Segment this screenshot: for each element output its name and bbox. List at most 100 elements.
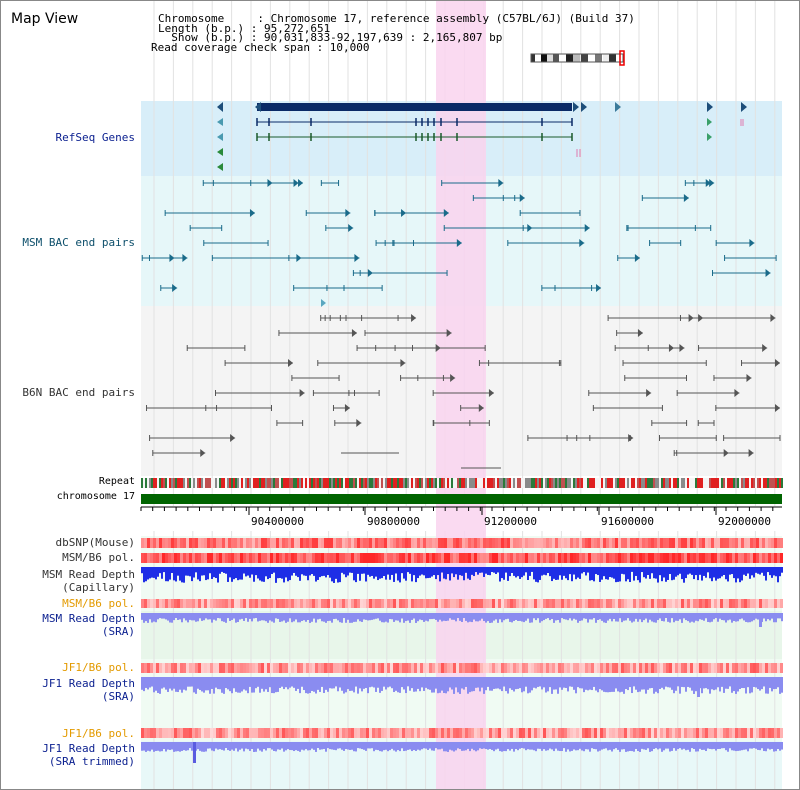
heat-cell	[306, 553, 309, 563]
heat-cell	[780, 553, 783, 563]
depth-bar	[457, 742, 459, 749]
heat-cell	[414, 728, 417, 738]
repeat-segment	[271, 478, 273, 488]
heat-cell	[747, 663, 750, 673]
heat-cell	[366, 538, 369, 548]
depth-bar	[391, 742, 393, 749]
ideogram-band	[595, 54, 602, 62]
heat-cell	[258, 599, 261, 608]
heat-cell	[441, 553, 444, 563]
repeat-segment	[163, 478, 165, 488]
depth-bar	[377, 613, 379, 619]
depth-bar	[581, 677, 583, 689]
heat-cell	[486, 538, 489, 548]
depth-bar	[523, 567, 525, 576]
depth-bar	[217, 742, 219, 750]
jf1-depth-sra-label-1[interactable]: JF1 Read Depth	[42, 677, 135, 690]
msm-b6-pol-sra-label[interactable]: MSM/B6 pol.	[62, 597, 135, 610]
repeat-segment	[693, 478, 695, 488]
heat-cell	[198, 728, 201, 738]
selected-region-highlight	[436, 1, 486, 789]
repeat-segment	[411, 478, 413, 488]
depth-bar	[199, 677, 201, 690]
depth-bar	[763, 677, 765, 687]
depth-bar	[725, 613, 727, 623]
depth-bar	[781, 613, 783, 622]
heat-cell	[600, 728, 603, 738]
depth-bar	[727, 567, 729, 582]
depth-bar	[541, 567, 543, 576]
heat-cell	[726, 663, 729, 673]
depth-bar	[631, 677, 633, 694]
heat-cell	[528, 538, 531, 548]
repeat-segment	[231, 478, 233, 488]
depth-bar	[649, 742, 651, 752]
heat-cell	[465, 728, 468, 738]
msm-depth-capillary-label-1[interactable]: MSM Read Depth	[42, 568, 135, 581]
axis-tick-label: 90800000	[367, 515, 420, 528]
repeat-segment	[691, 478, 693, 488]
heat-cell	[603, 599, 606, 608]
depth-bar	[607, 613, 609, 621]
heat-cell	[657, 663, 660, 673]
heat-cell	[249, 728, 252, 738]
depth-bar	[591, 567, 593, 581]
repeat-segment	[677, 478, 679, 488]
heat-cell	[216, 553, 219, 563]
repeat-segment	[313, 478, 315, 488]
jf1-b6-pol-trim-label[interactable]: JF1/B6 pol.	[62, 727, 135, 740]
heat-cell	[333, 728, 336, 738]
heat-cell	[297, 538, 300, 548]
heat-cell	[546, 599, 549, 608]
repeat-segment	[197, 478, 199, 488]
heat-cell	[201, 663, 204, 673]
heat-cell	[648, 728, 651, 738]
heat-cell	[393, 599, 396, 608]
jf1-b6-pol-label[interactable]: JF1/B6 pol.	[62, 661, 135, 674]
depth-bar	[543, 567, 545, 575]
depth-bar	[229, 567, 231, 578]
msm-bac-label[interactable]: MSM BAC end pairs	[22, 236, 135, 249]
depth-bar	[381, 613, 383, 623]
refseq-genes-label[interactable]: RefSeq Genes	[55, 131, 135, 144]
heat-cell	[201, 538, 204, 548]
msm-b6-pol-label[interactable]: MSM/B6 pol.	[62, 551, 135, 564]
heat-cell	[327, 538, 330, 548]
heat-cell	[741, 538, 744, 548]
depth-bar	[197, 567, 199, 580]
depth-bar	[365, 742, 367, 751]
heat-cell	[144, 538, 147, 548]
msm-depth-sra-label-1[interactable]: MSM Read Depth	[42, 612, 135, 625]
depth-bar	[737, 567, 739, 579]
heat-cell	[474, 538, 477, 548]
depth-bar	[287, 742, 289, 750]
heat-cell	[156, 728, 159, 738]
depth-bar	[369, 567, 371, 577]
heat-cell	[780, 728, 783, 738]
depth-bar	[503, 567, 505, 580]
bac-end-arrow	[400, 359, 406, 367]
ideogram-band	[547, 54, 554, 62]
dbsnp-label[interactable]: dbSNP(Mouse)	[55, 536, 135, 549]
jf1-depth-trim-label-1[interactable]: JF1 Read Depth	[42, 742, 135, 755]
depth-bar	[717, 677, 719, 688]
heat-cell	[660, 553, 663, 563]
depth-bar	[343, 567, 345, 575]
depth-bar	[535, 567, 537, 582]
heat-cell	[516, 663, 519, 673]
depth-bar	[309, 613, 311, 623]
depth-bar	[549, 742, 551, 749]
depth-bar	[779, 677, 781, 694]
depth-bar	[307, 613, 309, 621]
depth-bar	[297, 567, 299, 578]
repeat-segment	[249, 478, 251, 488]
ideogram-band	[559, 54, 566, 62]
heat-cell	[720, 728, 723, 738]
depth-bar	[403, 742, 405, 752]
depth-bar	[189, 613, 191, 620]
depth-bar	[511, 567, 513, 574]
b6n-bac-label[interactable]: B6N BAC end pairs	[22, 386, 135, 399]
depth-bar	[255, 742, 257, 752]
depth-bar	[763, 742, 765, 752]
bac-end-arrow	[709, 179, 715, 187]
